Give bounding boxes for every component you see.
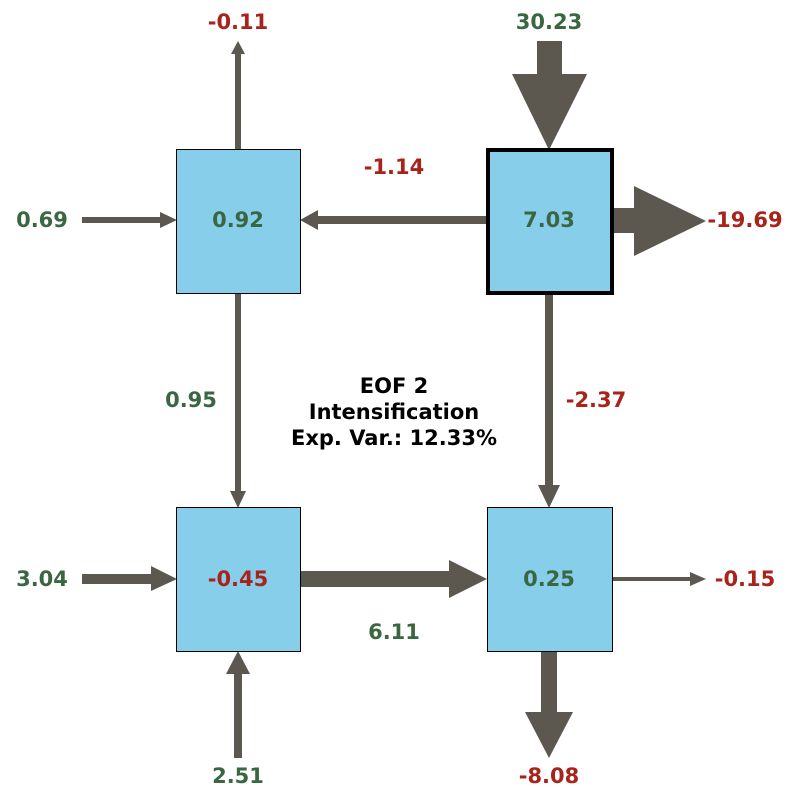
- box-bottom-right-value: 0.25: [523, 567, 575, 591]
- arrow-top-right-in-top: [512, 41, 587, 150]
- flow-label-top-right-out-right: -19.69: [707, 208, 782, 232]
- flow-label-top-left-out-up: -0.11: [208, 10, 269, 34]
- arrow-bottom-left-in-left: [82, 566, 177, 591]
- box-bottom-right: [487, 507, 613, 652]
- flow-label-bottom-right-out-right: -0.15: [715, 567, 776, 591]
- arrow-top-right-to-bottom-right: [538, 293, 560, 508]
- arrow-top-right-out-right: [613, 186, 706, 256]
- diagram-title-line-1: EOF 2: [360, 374, 428, 398]
- flow-label-top-right-in-top: 30.23: [516, 10, 582, 34]
- flow-label-bottom-left-in-bottom: 2.51: [212, 764, 264, 788]
- flow-label-top-right-to-bottom-right: -2.37: [566, 388, 627, 412]
- arrow-top-right-to-top-left: [300, 210, 487, 230]
- box-top-left: [176, 149, 301, 294]
- flow-label-top-right-to-top-left: -1.14: [364, 155, 425, 179]
- box-top-right: [486, 148, 614, 295]
- arrow-bottom-right-out-down: [525, 651, 573, 758]
- flow-label-bottom-left-in-left: 3.04: [16, 567, 68, 591]
- box-top-left-value: 0.92: [212, 208, 264, 232]
- flow-label-top-left-in-left: 0.69: [16, 208, 68, 232]
- diagram-title-line-3: Exp. Var.: 12.33%: [291, 426, 497, 450]
- flow-label-bottom-left-to-bottom-right: 6.11: [368, 620, 420, 644]
- flow-label-bottom-right-out-down: -8.08: [519, 764, 580, 788]
- box-bottom-left: [176, 507, 301, 652]
- box-bottom-left-value: -0.45: [208, 567, 269, 591]
- arrow-bottom-right-out-right: [612, 572, 706, 586]
- diagram-title-line-2: Intensification: [309, 400, 480, 424]
- arrow-top-left-to-bottom-left: [230, 293, 246, 508]
- box-top-right-value: 7.03: [523, 208, 575, 232]
- flow-label-top-left-to-bottom-left: 0.95: [165, 388, 217, 412]
- arrow-bottom-left-in-bottom: [226, 651, 250, 758]
- flow-arrows: [82, 41, 706, 758]
- arrow-top-left-in-left: [82, 212, 177, 228]
- arrow-top-left-out-up: [231, 41, 245, 150]
- arrow-bottom-left-to-bottom-right: [300, 560, 487, 598]
